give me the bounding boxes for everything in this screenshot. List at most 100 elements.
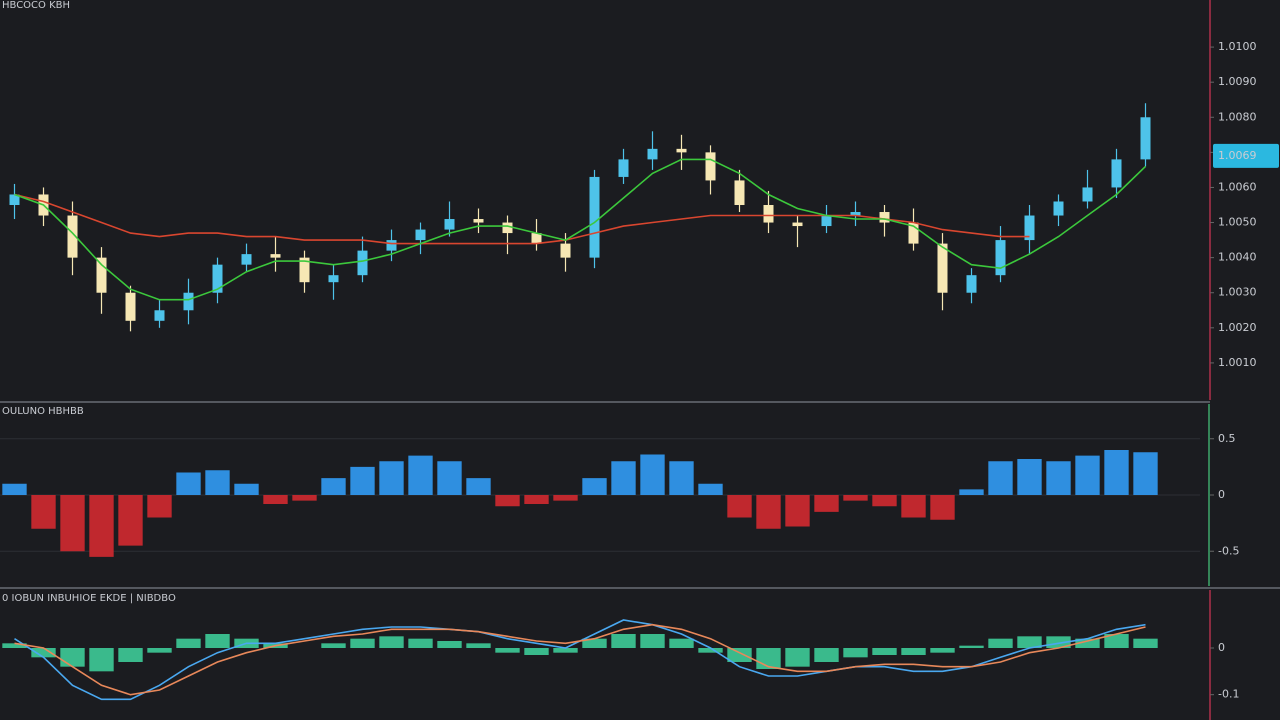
y-tick-label: 1.0100 [1218,40,1257,53]
y-tick-label: -0.1 [1218,688,1239,701]
candle-body [1053,201,1064,216]
bar [1133,452,1158,495]
y-tick-label: 0 [1218,488,1225,501]
bar [872,648,897,655]
bar [292,495,317,501]
candle-body [67,215,78,258]
bar [118,495,143,546]
candle-body [183,292,194,311]
bar [205,634,230,648]
candle-body [763,205,774,223]
bar [31,648,56,658]
bar [901,495,926,518]
y-tick-label: 0.5 [1218,432,1236,445]
price-tag [1213,143,1279,168]
candle-body [734,180,745,205]
bar [669,638,694,648]
y-tick-label: 1.0020 [1218,321,1257,334]
bar [959,489,984,495]
bar [843,495,868,501]
candle-body [444,219,455,230]
candle-body [96,257,107,293]
candle-body [125,292,136,321]
candle-body [241,254,252,265]
bar [756,495,781,529]
candle-body [415,229,426,241]
candle-body [386,240,397,251]
bar [1017,636,1042,648]
y-tick-label: -0.5 [1218,544,1239,557]
y-tick-label: 1.0060 [1218,180,1257,193]
bar [147,495,172,518]
bar [727,648,752,662]
candle-body [299,257,310,283]
candle-body [1082,187,1093,202]
bar [988,638,1013,648]
price-tag-label: 1.0069 [1218,149,1257,162]
bar [234,483,259,495]
y-tick-label: 1.0040 [1218,251,1257,264]
bar [205,470,230,495]
panel-title: OULUNO HBHBB [2,406,84,417]
bar [437,641,462,648]
bar [930,648,955,653]
bar [321,478,346,495]
candle-body [705,152,716,181]
bar [698,483,723,495]
bar [785,648,810,667]
candle-body [647,148,658,160]
bar [176,638,201,648]
bar [930,495,955,520]
bar [118,648,143,662]
candle-body [879,212,890,223]
indicator-line [14,623,1146,696]
candle-body [270,254,281,258]
bar [727,495,752,518]
bar [176,472,201,495]
bar [669,461,694,495]
bar [495,495,520,507]
bar [408,638,433,648]
indicator-line [14,193,1030,245]
bar [466,643,491,648]
bar [582,478,607,495]
bar [872,495,897,507]
bar [89,648,114,672]
bar [814,495,839,512]
bar [408,455,433,495]
bar [553,648,578,653]
bar [1017,459,1042,495]
candle-body [560,243,571,258]
bar [582,638,607,648]
bar [147,648,172,653]
bar [89,495,114,557]
bar [350,638,375,648]
bar [31,495,56,529]
y-tick-label: 1.0010 [1218,356,1257,369]
candle-body [531,233,542,244]
candle-body [937,243,948,293]
y-tick-label: 1.0080 [1218,110,1257,123]
bar [437,461,462,495]
bar [1133,638,1158,648]
bar [785,495,810,527]
candle-body [676,148,687,153]
bar [611,634,636,648]
candle-body [618,159,629,177]
bar [698,648,723,653]
bar [640,634,665,648]
candle-body [908,222,919,244]
candle-body [1111,159,1122,188]
candle-body [1024,215,1035,241]
bar [263,495,288,504]
bar [640,454,665,495]
panel-title: 0 IOBUN INBUHIOE EKDE | NIBDBO [2,593,176,604]
bar [1075,455,1100,495]
y-tick-label: 1.0050 [1218,216,1257,229]
bar [988,461,1013,495]
bar [495,648,520,653]
bar [60,648,85,667]
bar [1046,636,1071,648]
bar [2,483,27,495]
